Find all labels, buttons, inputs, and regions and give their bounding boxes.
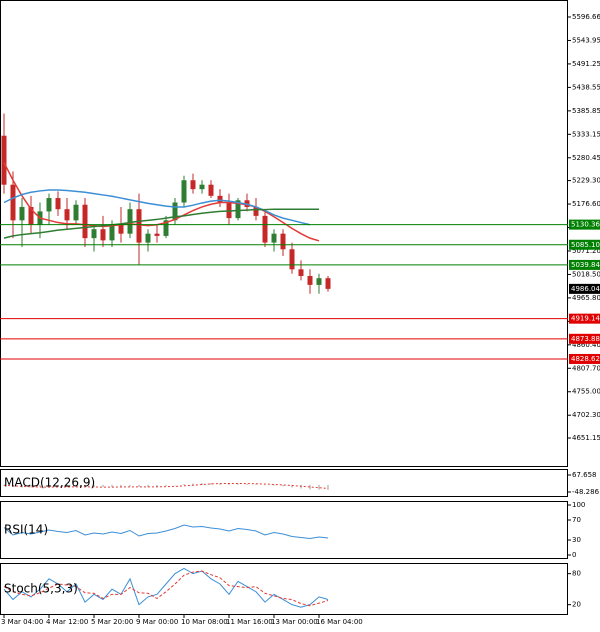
level-label-box xyxy=(569,219,600,230)
level-label: 4828.62 xyxy=(571,355,600,363)
candle-body xyxy=(28,206,34,225)
candle-body xyxy=(46,198,52,212)
candle-body xyxy=(55,198,61,210)
candle-body xyxy=(145,233,151,243)
y-tick-label: 4702.30 xyxy=(572,411,600,419)
candle-body xyxy=(109,224,115,241)
y-tick-label: 5596.66 xyxy=(572,13,600,21)
x-tick-label: 9 Mar 00:00 xyxy=(136,618,178,626)
candle-body xyxy=(127,209,133,234)
candle-body xyxy=(289,249,295,270)
indicator-title: Stoch(5,3,3) xyxy=(4,582,78,596)
candle-body xyxy=(307,275,313,285)
x-tick-label: 3 Mar 04:00 xyxy=(1,618,43,626)
candle-body xyxy=(136,209,142,243)
indicator-title: MACD(12,26,9) xyxy=(4,476,95,490)
y-tick-label: 5018.50 xyxy=(572,270,600,278)
candle-body xyxy=(19,206,25,221)
candle-body xyxy=(298,269,304,276)
candle-body xyxy=(262,215,268,243)
y-tick-label: 4651.15 xyxy=(572,434,600,442)
level-label: 5085.10 xyxy=(571,241,600,249)
level-label-box xyxy=(569,313,600,324)
moving-average xyxy=(3,208,319,239)
candle-body xyxy=(118,224,124,234)
candle-body xyxy=(163,220,169,236)
x-tick-label: 13 Mar 00:00 xyxy=(271,618,318,626)
candle-body xyxy=(100,229,106,241)
level-label-box xyxy=(569,333,600,344)
y-tick-label: 5176.60 xyxy=(572,200,600,208)
last-price: 4986.04 xyxy=(571,285,600,293)
level-label-box xyxy=(569,239,600,250)
y-tick-label: 4807.70 xyxy=(572,364,600,372)
y-tick-label: 0 xyxy=(572,551,576,559)
x-tick-label: 4 Mar 12:00 xyxy=(46,618,88,626)
level-label-box xyxy=(569,353,600,364)
candle-body xyxy=(73,204,79,221)
y-tick-label: 5491.25 xyxy=(572,60,600,68)
x-tick-label: 11 Mar 16:00 xyxy=(226,618,273,626)
candle-body xyxy=(64,209,70,221)
y-tick-label: 4860.40 xyxy=(572,341,600,349)
candle-body xyxy=(208,184,214,196)
candle-body xyxy=(154,233,160,236)
candle-body xyxy=(235,200,241,219)
candle-body xyxy=(280,233,286,250)
y-tick-label: 30 xyxy=(572,536,581,544)
panel-frame xyxy=(0,0,568,467)
indicator-line xyxy=(3,567,329,608)
x-tick-label: 5 Mar 20:00 xyxy=(91,618,133,626)
y-tick-label: 100 xyxy=(572,501,585,509)
moving-average xyxy=(3,162,320,242)
y-tick-label: 5385.85 xyxy=(572,107,600,115)
indicator-title: RSI(14) xyxy=(4,523,48,537)
y-tick-label: 70 xyxy=(572,516,581,524)
candle-body xyxy=(172,202,178,221)
panel-frame xyxy=(0,469,568,497)
last-price-box xyxy=(569,283,600,294)
x-tick-label: 16 Mar 04:00 xyxy=(316,618,363,626)
level-label: 5039.84 xyxy=(571,261,600,269)
candle-body xyxy=(190,180,196,190)
candle-body xyxy=(316,278,322,285)
panel-frame xyxy=(0,501,568,559)
x-tick-label: 10 Mar 08:00 xyxy=(181,618,228,626)
y-tick-label: -48.286 xyxy=(572,488,600,496)
level-label: 4873.88 xyxy=(571,335,600,343)
candle-body xyxy=(181,180,187,203)
candle-body xyxy=(271,233,277,243)
candle-body xyxy=(10,184,16,221)
candle-body xyxy=(253,206,259,216)
y-tick-label: 5071.20 xyxy=(572,247,600,255)
candle-body xyxy=(82,204,88,239)
level-label-box xyxy=(569,259,600,270)
y-tick-label: 20 xyxy=(572,601,581,609)
y-tick-label: 4965.80 xyxy=(572,294,600,302)
level-label: 5130.36 xyxy=(571,221,600,229)
y-tick-label: 5333.15 xyxy=(572,130,600,138)
candle-body xyxy=(217,195,223,203)
candle-body xyxy=(325,278,331,289)
panel-frame xyxy=(0,563,568,615)
y-tick-label: 4755.00 xyxy=(572,388,600,396)
y-tick-label: 67.658 xyxy=(572,471,597,479)
candle-body xyxy=(91,229,97,239)
candle-body xyxy=(199,184,205,190)
candle-body xyxy=(1,135,7,185)
moving-average xyxy=(3,189,311,226)
y-tick-label: 80 xyxy=(572,570,581,578)
y-tick-label: 5543.95 xyxy=(572,36,600,44)
y-tick-label: 5229.30 xyxy=(572,177,600,185)
indicator-line xyxy=(3,524,329,540)
y-tick-label: 5438.55 xyxy=(572,83,600,91)
y-tick-label: 5280.45 xyxy=(572,154,600,162)
level-label: 4919.14 xyxy=(571,315,600,323)
